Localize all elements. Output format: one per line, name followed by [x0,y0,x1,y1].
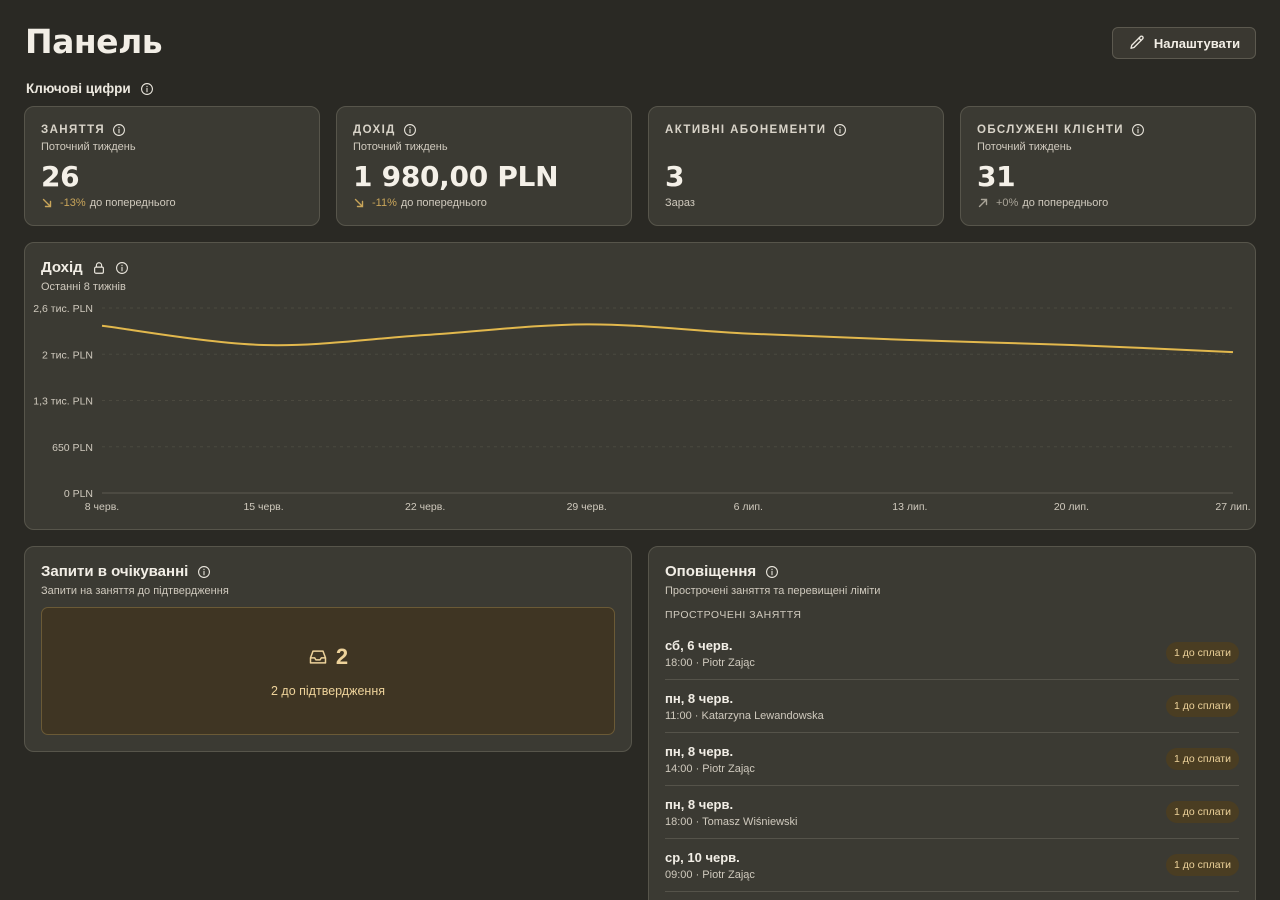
page-title: Панель [25,22,163,61]
y-tick-label: 2,6 тис. PLN [33,303,93,315]
kpi-delta-value: -11% [372,197,397,209]
kpi-subtitle: Поточний тиждень [353,141,448,153]
overdue-meta: 18:00 · Tomasz Wiśniewski [665,815,798,828]
y-tick-label: 2 тис. PLN [42,349,93,361]
payment-due-badge: 1 до сплати [1166,854,1239,876]
payment-due-badge: 1 до сплати [1166,801,1239,823]
kpi-delta-text: до попереднього [400,197,487,209]
info-icon[interactable] [833,123,847,137]
revenue-title: Дохід [41,259,83,276]
kpi-value: 3 [665,160,685,193]
kpi-delta: -11% до попереднього [353,197,615,209]
x-tick-label: 20 лип. [1054,501,1089,513]
overdue-meta: 09:00 · Piotr Zając [665,868,755,881]
info-icon[interactable] [197,565,211,579]
kpi-value: 31 [977,160,1016,193]
kpi-card-revenue: ДОХІД Поточний тиждень 1 980,00 PLN -11%… [336,106,632,226]
pending-title: Запити в очікуванні [41,563,189,580]
info-icon[interactable] [112,123,126,137]
kpi-title: АКТИВНІ АБОНЕМЕНТИ [665,124,827,136]
customize-button-label: Налаштувати [1153,35,1241,51]
overdue-meta: 11:00 · Katarzyna Lewandowska [665,709,824,722]
kpi-subtitle [665,141,927,154]
customize-button[interactable]: Налаштувати [1112,27,1256,59]
trend-down-icon [354,198,364,208]
overdue-list: сб, 6 черв. 18:00 · Piotr Zając 1 до спл… [665,627,1239,892]
revenue-series-line [101,323,1234,354]
kpi-delta-text: до попереднього [89,197,176,209]
info-icon[interactable] [140,82,154,96]
overdue-meta: 18:00 · Piotr Zając [665,656,755,669]
overdue-item[interactable]: сб, 6 черв. 18:00 · Piotr Zając 1 до спл… [665,627,1239,680]
alerts-subtitle: Прострочені заняття та перевищені ліміти [665,585,881,597]
info-icon[interactable] [765,565,779,579]
pending-requests-card: Запити в очікуванні Запити на заняття до… [24,546,632,752]
kpi-delta-value: +0% [996,197,1019,209]
x-tick-label: 13 лип. [892,501,927,513]
overdue-item[interactable]: пн, 8 черв. 11:00 · Katarzyna Lewandowsk… [665,680,1239,733]
overdue-date: пн, 8 черв. [665,690,734,706]
payment-due-badge: 1 до сплати [1166,748,1239,770]
overdue-meta: 14:00 · Piotr Zając [665,762,755,775]
y-tick-label: 0 PLN [64,488,93,500]
key-figures-heading: Ключові цифри [26,81,154,96]
inbox-icon [309,650,327,664]
kpi-delta: -13% до попереднього [41,197,303,209]
revenue-chart-card: Дохід Останні 8 тижнів 0 PLN 650 PLN 1,3 т… [24,242,1256,530]
x-tick-label: 8 черв. [85,501,119,513]
pending-count: 2 [335,644,349,669]
kpi-delta-value: -13% [60,197,86,209]
pending-text: 2 до підтвердження [270,684,385,698]
pending-requests-summary[interactable]: 2 2 до підтвердження [41,607,615,735]
overdue-date: ср, 10 черв. [665,849,740,865]
x-tick-label: 22 черв. [405,501,445,513]
key-figures-label: Ключові цифри [26,81,131,96]
x-tick-label: 6 лип. [734,501,763,513]
info-icon[interactable] [115,261,129,275]
alerts-title: Оповіщення [665,563,757,580]
kpi-delta: Зараз [665,197,927,209]
x-tick-label: 15 черв. [243,501,283,513]
overdue-item[interactable]: ср, 10 черв. 09:00 · Piotr Zając 1 до сп… [665,839,1239,892]
overdue-date: сб, 6 черв. [665,637,733,653]
kpi-value: 1 980,00 PLN [353,160,559,193]
kpi-value: 26 [41,160,80,193]
overdue-item[interactable]: пн, 8 черв. 18:00 · Tomasz Wiśniewski 1 … [665,786,1239,839]
overdue-date: пн, 8 черв. [665,796,734,812]
kpi-subtitle: Поточний тиждень [41,141,136,153]
info-icon[interactable] [1131,123,1145,137]
revenue-line-chart: 0 PLN 650 PLN 1,3 тис. PLN 2 тис. PLN 2,6 ти… [33,303,1250,513]
x-tick-label: 29 черв. [567,501,607,513]
kpi-title: ЗАНЯТТЯ [41,124,106,136]
alerts-card: Оповіщення Прострочені заняття та переви… [648,546,1256,900]
revenue-subtitle: Останні 8 тижнів [41,281,126,293]
kpi-card-classes: ЗАНЯТТЯ Поточний тиждень 26 -13% до попе… [24,106,320,226]
kpi-subtitle: Поточний тиждень [977,141,1072,153]
lock-icon [93,261,104,274]
overdue-section-label: ПРОСТРОЧЕНІ ЗАНЯТТЯ [665,609,802,621]
trend-down-icon [42,198,52,208]
overdue-date: пн, 8 черв. [665,743,734,759]
info-icon[interactable] [403,123,417,137]
y-tick-label: 1,3 тис. PLN [33,396,93,408]
x-tick-label: 27 лип. [1215,501,1250,513]
pending-subtitle: Запити на заняття до підтвердження [41,585,229,597]
trend-up-icon [978,198,988,208]
kpi-title: ДОХІД [353,124,396,136]
kpi-title: ОБСЛУЖЕНІ КЛІЄНТИ [977,124,1124,136]
kpi-card-clients-served: ОБСЛУЖЕНІ КЛІЄНТИ Поточний тиждень 31 +0… [960,106,1256,226]
kpi-card-active-subscriptions: АКТИВНІ АБОНЕМЕНТИ 3 Зараз [648,106,944,226]
payment-due-badge: 1 до сплати [1166,642,1239,664]
y-tick-label: 650 PLN [52,442,93,454]
payment-due-badge: 1 до сплати [1166,695,1239,717]
pencil-icon [1130,35,1144,49]
kpi-delta: +0% до попереднього [977,197,1239,209]
kpi-delta-text: Зараз [665,197,695,209]
kpi-delta-text: до попереднього [1022,197,1109,209]
overdue-item[interactable]: пн, 8 черв. 14:00 · Piotr Zając 1 до спл… [665,733,1239,786]
